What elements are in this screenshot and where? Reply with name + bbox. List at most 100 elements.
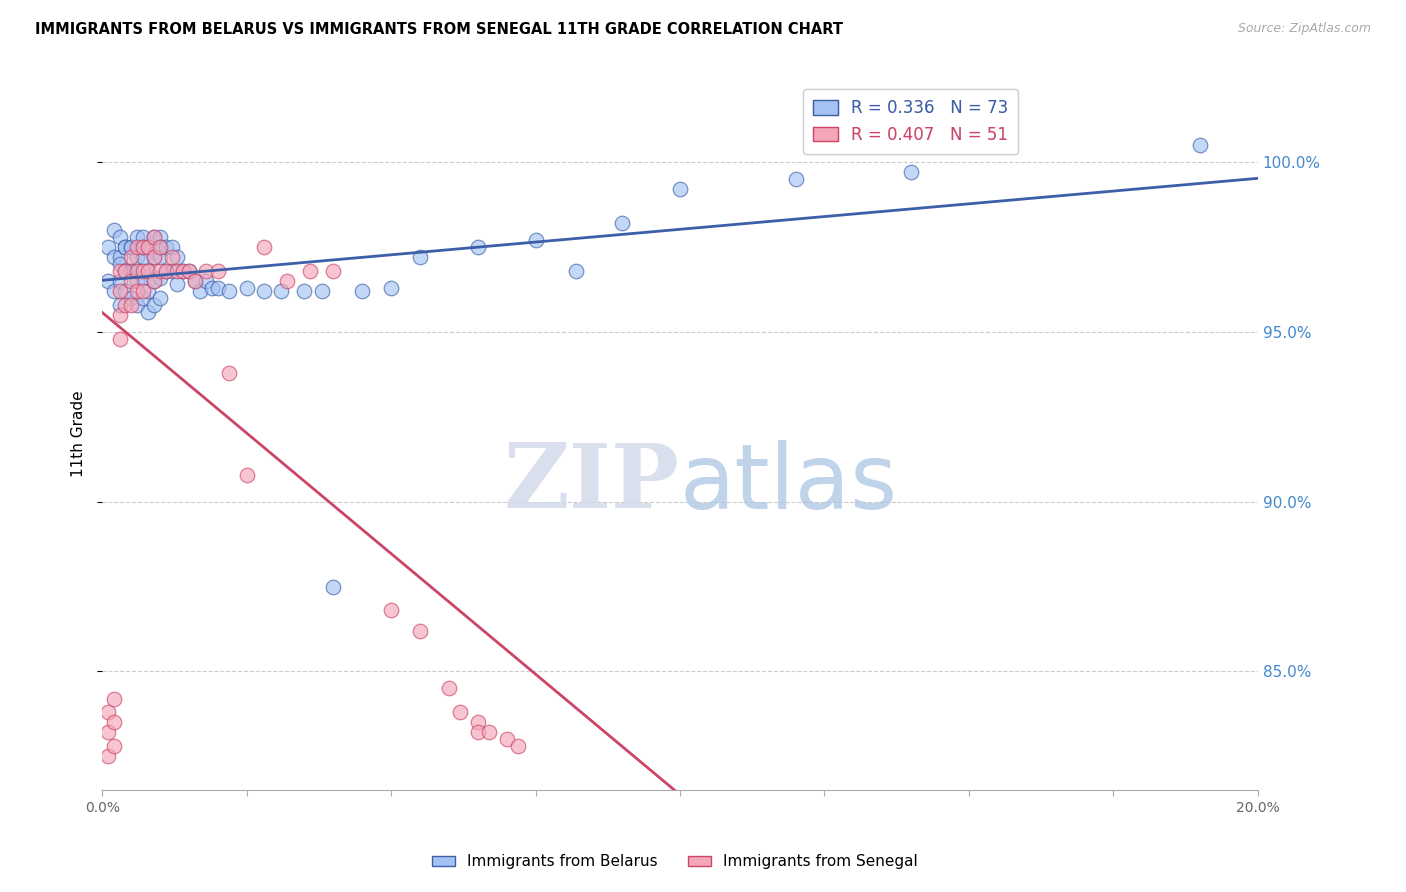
Point	[155, 264, 177, 278]
Point	[108, 298, 131, 312]
Point	[166, 277, 188, 292]
Point	[149, 230, 172, 244]
Point	[478, 725, 501, 739]
Point	[131, 285, 153, 299]
Point	[352, 285, 374, 299]
Point	[114, 264, 136, 278]
Point	[409, 624, 432, 638]
Point	[380, 281, 402, 295]
Point	[201, 281, 224, 295]
Point	[120, 240, 142, 254]
Point	[131, 291, 153, 305]
Point	[785, 172, 807, 186]
Point	[125, 264, 148, 278]
Point	[166, 250, 188, 264]
Point	[103, 223, 125, 237]
Point	[172, 264, 194, 278]
Point	[120, 264, 142, 278]
Point	[183, 274, 205, 288]
Point	[495, 732, 517, 747]
Point	[114, 285, 136, 299]
Point	[235, 467, 257, 482]
Point	[138, 285, 160, 299]
Point	[108, 285, 131, 299]
Point	[322, 264, 344, 278]
Point	[166, 264, 188, 278]
Point	[143, 250, 166, 264]
Point	[108, 250, 131, 264]
Point	[120, 274, 142, 288]
Text: Source: ZipAtlas.com: Source: ZipAtlas.com	[1237, 22, 1371, 36]
Point	[97, 749, 120, 764]
Point	[183, 274, 205, 288]
Point	[108, 308, 131, 322]
Point	[380, 603, 402, 617]
Point	[177, 264, 200, 278]
Point	[207, 281, 229, 295]
Point	[565, 264, 588, 278]
Point	[299, 264, 322, 278]
Point	[160, 240, 183, 254]
Legend: Immigrants from Belarus, Immigrants from Senegal: Immigrants from Belarus, Immigrants from…	[426, 848, 924, 875]
Point	[97, 274, 120, 288]
Point	[276, 274, 298, 288]
Point	[190, 285, 212, 299]
Point	[437, 681, 460, 696]
Point	[195, 274, 218, 288]
Point	[155, 264, 177, 278]
Point	[172, 264, 194, 278]
Point	[114, 264, 136, 278]
Point	[120, 291, 142, 305]
Point	[103, 715, 125, 730]
Point	[270, 285, 292, 299]
Point	[108, 274, 131, 288]
Point	[508, 739, 530, 753]
Point	[125, 298, 148, 312]
Point	[131, 250, 153, 264]
Point	[114, 240, 136, 254]
Point	[218, 366, 240, 380]
Point	[108, 257, 131, 271]
Point	[218, 285, 240, 299]
Point	[253, 285, 276, 299]
Point	[409, 250, 432, 264]
Point	[235, 281, 257, 295]
Point	[131, 240, 153, 254]
Point	[125, 274, 148, 288]
Point	[120, 240, 142, 254]
Point	[143, 274, 166, 288]
Point	[120, 250, 142, 264]
Point	[138, 304, 160, 318]
Point	[294, 285, 316, 299]
Point	[108, 332, 131, 346]
Text: IMMIGRANTS FROM BELARUS VS IMMIGRANTS FROM SENEGAL 11TH GRADE CORRELATION CHART: IMMIGRANTS FROM BELARUS VS IMMIGRANTS FR…	[35, 22, 844, 37]
Point	[467, 240, 489, 254]
Point	[103, 691, 125, 706]
Point	[114, 264, 136, 278]
Point	[108, 264, 131, 278]
Point	[97, 725, 120, 739]
Point	[131, 230, 153, 244]
Point	[467, 725, 489, 739]
Point	[143, 298, 166, 312]
Point	[138, 264, 160, 278]
Point	[253, 240, 276, 254]
Point	[311, 285, 333, 299]
Point	[669, 182, 692, 196]
Text: atlas: atlas	[681, 440, 898, 528]
Point	[149, 291, 172, 305]
Point	[160, 250, 183, 264]
Point	[103, 250, 125, 264]
Point	[114, 240, 136, 254]
Point	[155, 240, 177, 254]
Point	[103, 739, 125, 753]
Point	[108, 230, 131, 244]
Point	[149, 270, 172, 285]
Point	[149, 240, 172, 254]
Legend: R = 0.336   N = 73, R = 0.407   N = 51: R = 0.336 N = 73, R = 0.407 N = 51	[803, 89, 1018, 153]
Point	[138, 240, 160, 254]
Point	[125, 240, 148, 254]
Point	[1189, 138, 1212, 153]
Point	[143, 230, 166, 244]
Point	[97, 240, 120, 254]
